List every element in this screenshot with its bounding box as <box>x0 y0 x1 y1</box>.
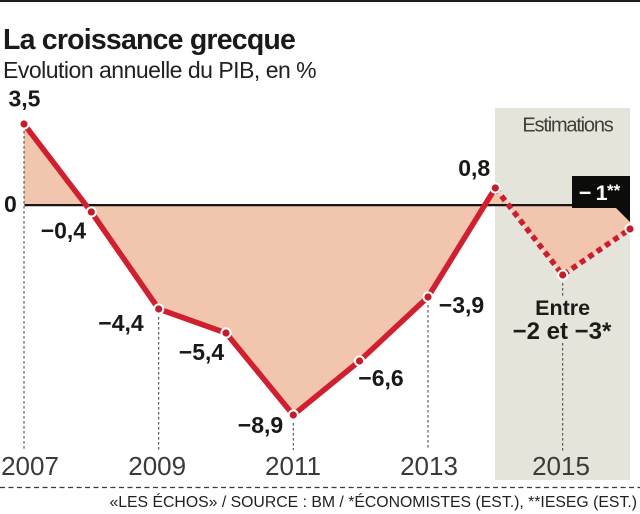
svg-text:−6,6: −6,6 <box>358 365 403 391</box>
svg-text:0,8: 0,8 <box>458 155 490 181</box>
svg-text:Entre: Entre <box>535 296 590 320</box>
svg-text:2015: 2015 <box>532 451 590 481</box>
svg-text:2007: 2007 <box>1 451 59 481</box>
svg-text:−8,9: −8,9 <box>238 412 283 438</box>
svg-text:2009: 2009 <box>128 451 186 481</box>
svg-text:− 1: − 1 <box>579 181 608 205</box>
svg-text:**: ** <box>607 181 621 200</box>
svg-text:−3,9: −3,9 <box>439 292 484 318</box>
svg-text:0: 0 <box>4 191 17 217</box>
svg-text:2011: 2011 <box>265 451 321 481</box>
svg-text:−5,4: −5,4 <box>179 339 225 365</box>
svg-text:−4,4: −4,4 <box>98 310 144 336</box>
svg-text:Estimations: Estimations <box>522 115 613 137</box>
svg-text:−2 et −3*: −2 et −3* <box>513 318 612 345</box>
svg-text:3,5: 3,5 <box>9 86 41 112</box>
svg-text:2013: 2013 <box>400 451 458 481</box>
svg-text:−0,4: −0,4 <box>41 218 87 244</box>
